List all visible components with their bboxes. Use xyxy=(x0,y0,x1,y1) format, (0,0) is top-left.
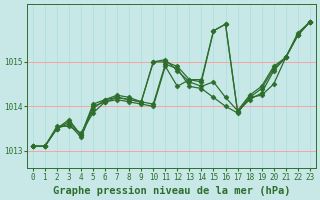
X-axis label: Graphe pression niveau de la mer (hPa): Graphe pression niveau de la mer (hPa) xyxy=(52,186,290,196)
